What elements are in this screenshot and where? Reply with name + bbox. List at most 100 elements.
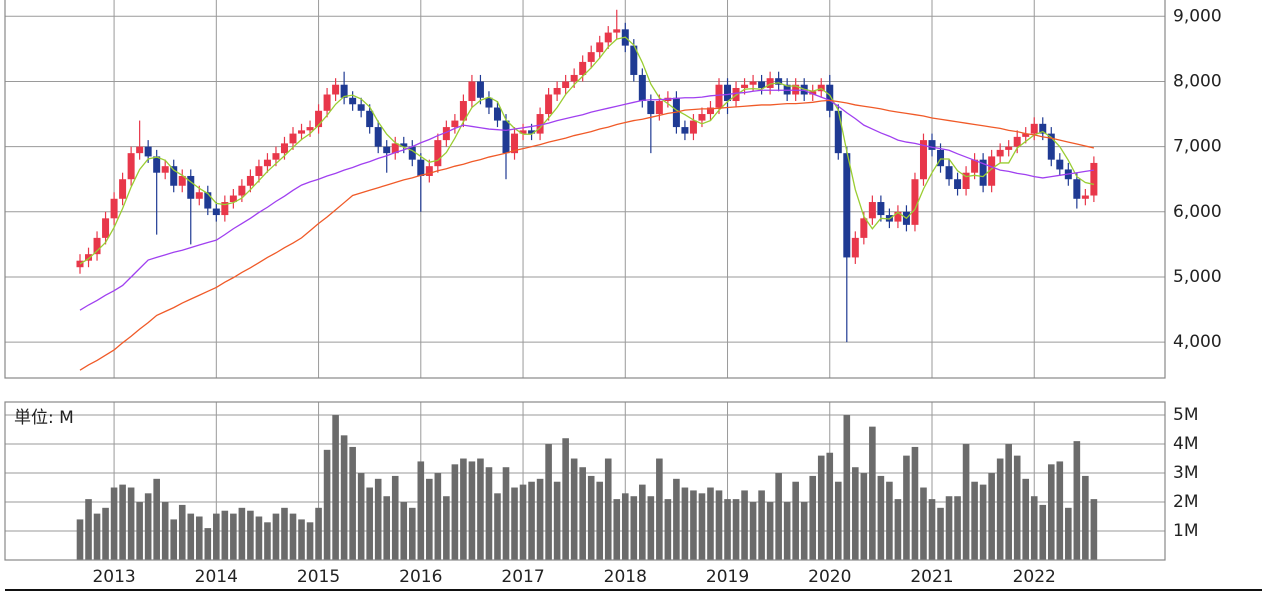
candle-body bbox=[144, 146, 152, 157]
volume-bar bbox=[451, 464, 459, 560]
x-tick-label: 2021 bbox=[910, 567, 953, 587]
candle-body bbox=[638, 74, 646, 102]
volume-bar bbox=[741, 490, 748, 560]
candle-body bbox=[451, 120, 459, 128]
volume-bar bbox=[127, 487, 135, 560]
y-tick-label: 2M bbox=[1173, 492, 1198, 512]
volume-bar bbox=[1013, 455, 1021, 560]
marks-layer bbox=[76, 9, 1098, 560]
volume-bar bbox=[502, 467, 510, 560]
unit-label: 単位: M bbox=[14, 408, 74, 428]
volume-bar bbox=[954, 496, 961, 560]
volume-bar bbox=[783, 502, 791, 560]
candle-body bbox=[298, 130, 306, 134]
volume-bar bbox=[340, 435, 348, 560]
candle-body bbox=[1039, 123, 1047, 134]
y-tick-label: 4M bbox=[1173, 434, 1198, 454]
volume-bar bbox=[1005, 444, 1012, 560]
volume-bar bbox=[494, 493, 501, 560]
y-tick-label: 9,000 bbox=[1173, 6, 1222, 26]
volume-bar bbox=[187, 513, 195, 560]
candle-body bbox=[187, 175, 195, 199]
candle-body bbox=[783, 84, 791, 95]
candle-body bbox=[425, 166, 433, 176]
candle-body bbox=[613, 29, 621, 33]
y-tick-label: 6,000 bbox=[1173, 202, 1222, 222]
x-tick-label: 2014 bbox=[195, 567, 238, 587]
volume-bar bbox=[536, 478, 544, 560]
candle-body bbox=[1073, 179, 1081, 199]
candle-body bbox=[493, 107, 501, 121]
candle-body bbox=[792, 84, 800, 95]
candle-body bbox=[545, 94, 553, 115]
volume-bar bbox=[272, 513, 280, 560]
candle-body bbox=[400, 143, 408, 147]
volume-bar bbox=[962, 444, 970, 560]
volume-bar bbox=[843, 415, 851, 560]
moving-average-line bbox=[79, 99, 1095, 371]
candle-body bbox=[238, 185, 246, 196]
volume-bar bbox=[417, 461, 425, 560]
volume-bar bbox=[1073, 441, 1081, 560]
candle-body bbox=[459, 101, 467, 121]
volume-bar bbox=[408, 507, 416, 560]
candle-body bbox=[843, 153, 851, 258]
volume-bar bbox=[144, 493, 152, 560]
candle-body bbox=[528, 130, 536, 134]
volume-bar bbox=[102, 507, 109, 560]
candle-body bbox=[391, 143, 399, 154]
x-tick-label: 2020 bbox=[808, 567, 851, 587]
volume-bar bbox=[587, 475, 595, 560]
candle-body bbox=[928, 140, 936, 150]
volume-bar bbox=[920, 487, 927, 560]
candle-body bbox=[911, 179, 919, 225]
candle-body bbox=[630, 45, 638, 75]
volume-bar bbox=[613, 499, 621, 560]
volume-bar bbox=[979, 484, 987, 560]
volume-bar bbox=[374, 478, 382, 560]
volume-bar bbox=[298, 519, 305, 560]
volume-bar bbox=[647, 496, 655, 560]
volume-bar bbox=[877, 475, 885, 560]
volume-frame bbox=[4, 401, 1166, 561]
candle-body bbox=[340, 84, 348, 98]
candle-body bbox=[255, 166, 263, 176]
candle-body bbox=[596, 42, 604, 53]
x-tick-label: 2016 bbox=[399, 567, 442, 587]
candle-body bbox=[76, 260, 84, 268]
volume-bar bbox=[315, 507, 322, 560]
candle-body bbox=[553, 87, 561, 95]
volume-bar bbox=[690, 490, 697, 560]
candle-body bbox=[1022, 133, 1030, 137]
y-tick-label: 3M bbox=[1173, 463, 1198, 483]
candle-body bbox=[332, 84, 340, 95]
volume-bar bbox=[911, 446, 919, 560]
volume-bar bbox=[860, 473, 868, 560]
volume-bar bbox=[178, 504, 186, 560]
volume-bar bbox=[894, 499, 902, 560]
volume-bar bbox=[528, 481, 535, 560]
y-tick-label: 1M bbox=[1173, 521, 1198, 541]
volume-bar bbox=[195, 516, 203, 560]
volume-bar bbox=[170, 519, 178, 560]
candle-body bbox=[954, 179, 962, 189]
volume-bar bbox=[639, 484, 646, 560]
volume-bar bbox=[434, 473, 442, 560]
candle-body bbox=[604, 32, 612, 43]
candle-body bbox=[749, 81, 757, 85]
volume-bar bbox=[928, 499, 936, 560]
volume-bar bbox=[749, 502, 757, 560]
volume-bar bbox=[238, 507, 246, 560]
volume-bar bbox=[852, 467, 859, 560]
volume-bar bbox=[579, 467, 586, 560]
candle-body bbox=[945, 166, 953, 180]
candle-body bbox=[988, 156, 996, 186]
candle-body bbox=[1056, 159, 1064, 170]
candle-body bbox=[349, 97, 357, 105]
volume-bar bbox=[792, 481, 799, 560]
y-tick-label: 8,000 bbox=[1173, 71, 1222, 91]
volume-bar bbox=[656, 458, 663, 560]
volume-bar bbox=[971, 481, 978, 560]
candle-body bbox=[280, 143, 288, 154]
x-tick-label: 2022 bbox=[1013, 567, 1056, 587]
